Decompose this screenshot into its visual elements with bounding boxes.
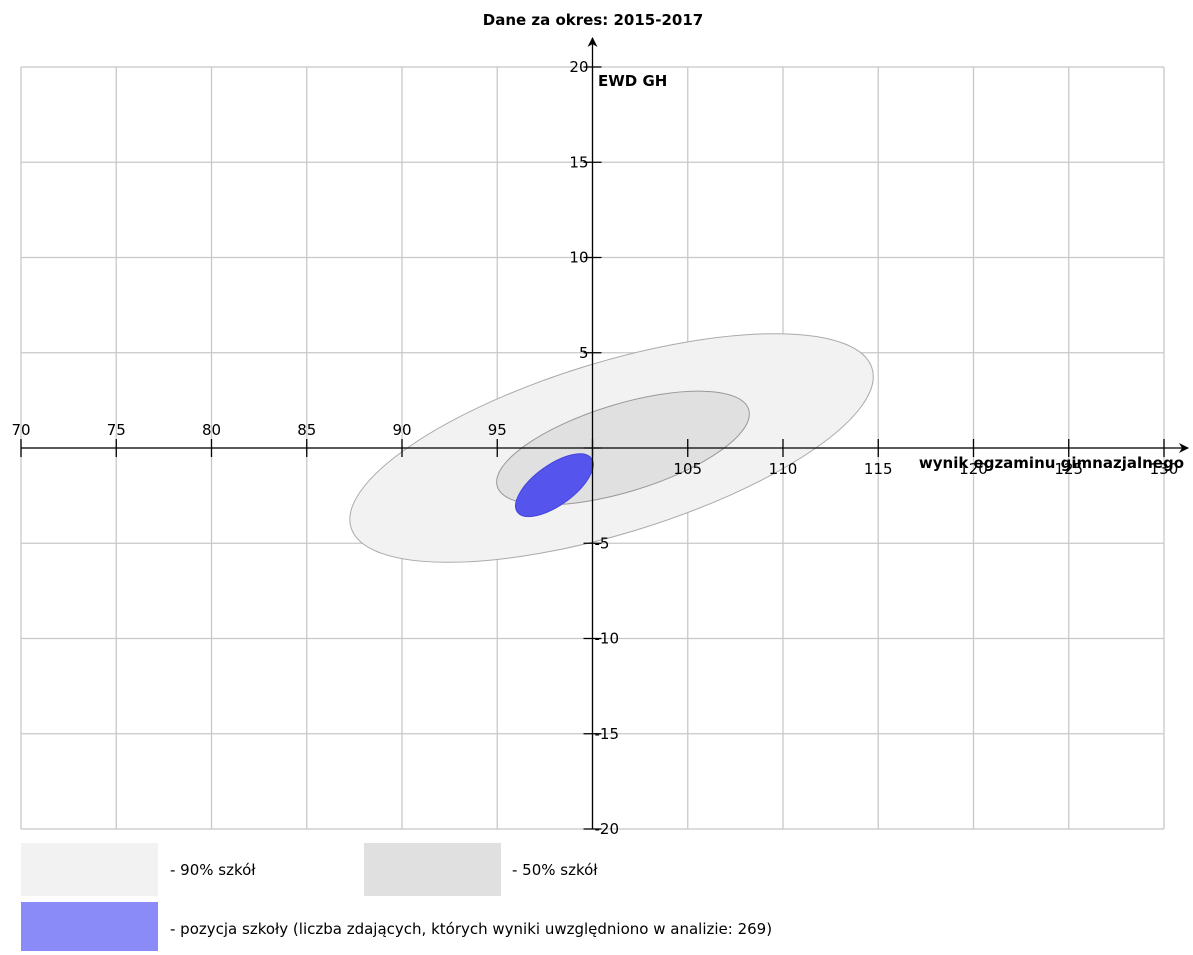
y-tick-label: -10	[595, 630, 620, 648]
y-tick-label: 15	[569, 153, 588, 171]
y-tick-label: 5	[579, 344, 589, 362]
region-school	[515, 453, 594, 518]
y-tick-label: -20	[595, 820, 620, 838]
y-tick-label: -5	[595, 534, 610, 552]
x-tick-label: 75	[107, 421, 126, 439]
x-tick-label: 95	[488, 421, 507, 439]
x-tick-label: 130	[1150, 460, 1179, 478]
x-tick-label: 105	[673, 460, 702, 478]
y-axis-label: EWD GH	[598, 72, 667, 90]
x-tick-label: 85	[297, 421, 316, 439]
y-tick-label: 10	[569, 249, 588, 267]
x-tick-label: 115	[864, 460, 893, 478]
x-tick-label: 120	[959, 460, 988, 478]
x-tick-label: 90	[392, 421, 411, 439]
axes	[20, 37, 1189, 830]
y-tick-label: 20	[569, 58, 588, 76]
x-axis-label: wynik egzaminu gimnazjalnego	[919, 454, 1184, 472]
x-tick-label: 125	[1054, 460, 1083, 478]
legend-label-1: - 90% szkół	[170, 861, 256, 879]
legend-label-3: - pozycja szkoły (liczba zdających, któr…	[170, 920, 772, 938]
x-tick-label: 110	[769, 460, 798, 478]
chart-title: Dane za okres: 2015-2017	[483, 11, 703, 29]
x-tick-label: 80	[202, 421, 221, 439]
x-tick-label: 70	[11, 421, 30, 439]
legend-label-2: - 50% szkół	[512, 861, 598, 879]
legend-swatch-1	[21, 843, 158, 896]
y-tick-label: -15	[595, 725, 620, 743]
legend-swatch-2	[364, 843, 501, 896]
legend-swatch-3	[21, 902, 158, 951]
legend: - 90% szkół - 50% szkół - pozycja szkoły (…	[21, 843, 772, 951]
